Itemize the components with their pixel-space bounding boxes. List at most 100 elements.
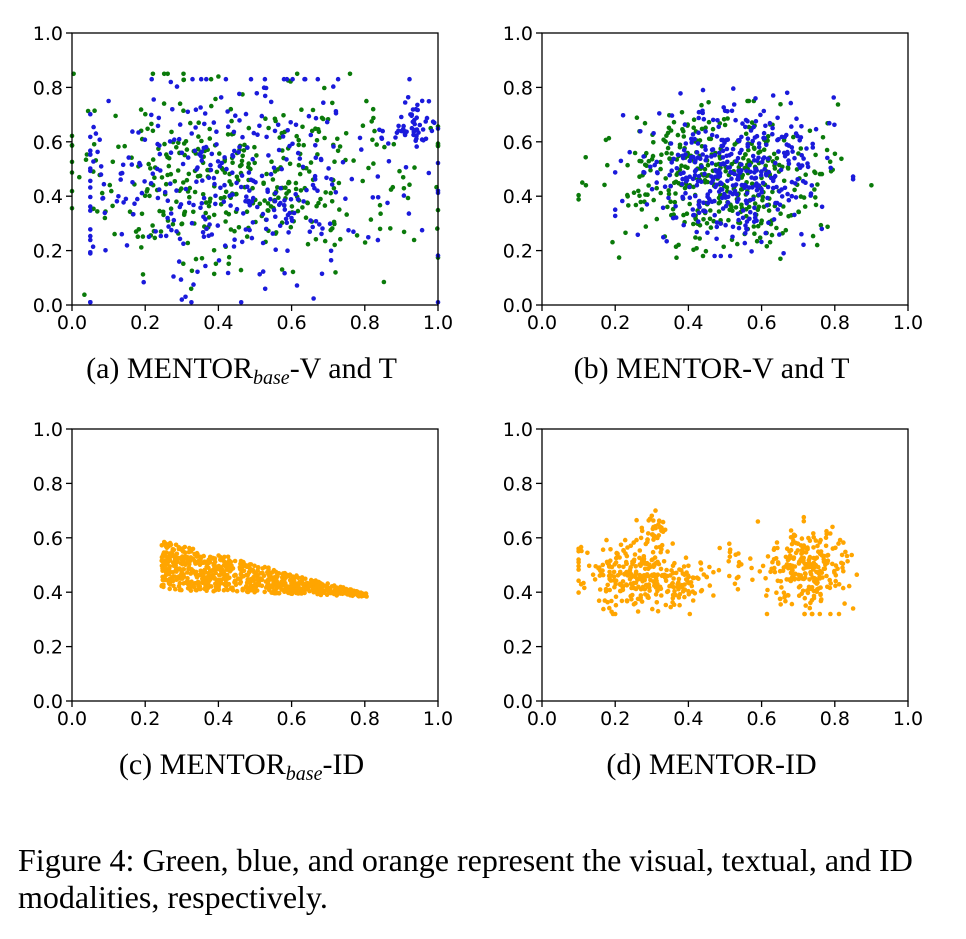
- point-id: [633, 569, 639, 574]
- point-textual: [810, 141, 815, 147]
- point-id: [273, 578, 278, 583]
- point-id: [608, 578, 614, 583]
- point-id: [727, 573, 732, 579]
- point-textual: [717, 150, 722, 156]
- point-visual: [639, 207, 645, 212]
- point-id: [827, 577, 832, 583]
- point-visual: [238, 267, 244, 273]
- point-textual: [243, 111, 249, 117]
- point-id: [212, 562, 217, 568]
- point-textual: [201, 195, 207, 201]
- point-textual: [762, 166, 767, 172]
- y-tick-label: 0.6: [33, 528, 63, 550]
- point-textual: [88, 204, 93, 209]
- point-textual: [680, 176, 685, 182]
- point-id: [779, 585, 784, 590]
- point-visual: [254, 153, 259, 158]
- point-visual: [674, 172, 679, 178]
- point-id: [828, 531, 833, 536]
- point-textual: [307, 229, 313, 234]
- point-id: [624, 582, 629, 587]
- point-visual: [796, 209, 802, 215]
- point-visual: [817, 171, 823, 177]
- point-textual: [718, 253, 724, 259]
- point-visual: [181, 180, 186, 185]
- point-id: [195, 579, 201, 585]
- point-textual: [324, 175, 329, 181]
- point-visual: [778, 256, 783, 262]
- point-textual: [201, 145, 207, 151]
- point-id: [613, 555, 619, 561]
- point-id: [789, 601, 795, 607]
- point-visual: [138, 107, 144, 112]
- point-textual: [740, 208, 746, 213]
- point-textual: [690, 154, 696, 160]
- point-textual: [116, 194, 121, 199]
- point-textual: [620, 113, 626, 118]
- point-id: [344, 591, 349, 596]
- point-visual: [107, 182, 113, 188]
- point-id: [609, 598, 614, 604]
- point-visual: [293, 186, 299, 192]
- point-textual: [230, 192, 235, 197]
- point-visual: [207, 136, 213, 141]
- point-visual: [757, 235, 763, 240]
- point-textual: [208, 162, 213, 168]
- point-id: [748, 556, 753, 561]
- point-id: [232, 558, 238, 564]
- point-id: [651, 562, 657, 567]
- point-visual: [187, 194, 192, 200]
- point-textual: [283, 216, 289, 222]
- point-textual: [318, 156, 324, 162]
- point-textual: [414, 115, 420, 120]
- point-id: [659, 547, 664, 552]
- point-visual: [723, 168, 728, 174]
- point-id: [625, 545, 630, 550]
- point-id: [655, 535, 660, 541]
- point-textual: [718, 221, 723, 226]
- point-id: [658, 566, 664, 572]
- point-textual: [699, 164, 704, 169]
- point-textual: [176, 259, 182, 264]
- point-textual: [101, 181, 107, 187]
- point-id: [821, 553, 827, 559]
- point-id: [673, 570, 679, 576]
- point-visual: [279, 267, 285, 272]
- point-textual: [146, 234, 152, 240]
- point-textual: [693, 167, 699, 173]
- y-tick-label: 0.0: [503, 691, 533, 713]
- point-textual: [743, 124, 748, 130]
- point-visual: [272, 116, 278, 122]
- point-id: [768, 569, 773, 575]
- point-id: [778, 596, 783, 602]
- point-textual: [703, 129, 708, 134]
- point-textual: [692, 136, 697, 142]
- point-id: [167, 551, 172, 556]
- point-id: [844, 553, 850, 559]
- point-id: [803, 603, 808, 608]
- point-textual: [705, 230, 710, 235]
- point-visual: [746, 147, 751, 153]
- point-id: [582, 585, 587, 591]
- point-id: [195, 560, 201, 565]
- point-textual: [770, 131, 775, 137]
- point-id: [677, 567, 682, 572]
- point-id: [576, 590, 581, 595]
- point-visual: [99, 190, 105, 196]
- point-id: [805, 562, 811, 567]
- point-visual: [766, 208, 772, 213]
- point-id: [244, 589, 250, 594]
- point-visual: [290, 269, 296, 275]
- point-textual: [419, 227, 425, 233]
- point-textual: [750, 185, 755, 190]
- point-id: [663, 575, 668, 580]
- point-visual: [741, 155, 746, 161]
- point-id: [811, 588, 816, 594]
- point-textual: [135, 196, 140, 202]
- point-textual: [208, 167, 214, 173]
- point-id: [590, 572, 596, 577]
- point-visual: [236, 225, 242, 230]
- point-visual: [767, 239, 773, 245]
- point-id: [226, 558, 232, 563]
- point-visual: [721, 117, 727, 122]
